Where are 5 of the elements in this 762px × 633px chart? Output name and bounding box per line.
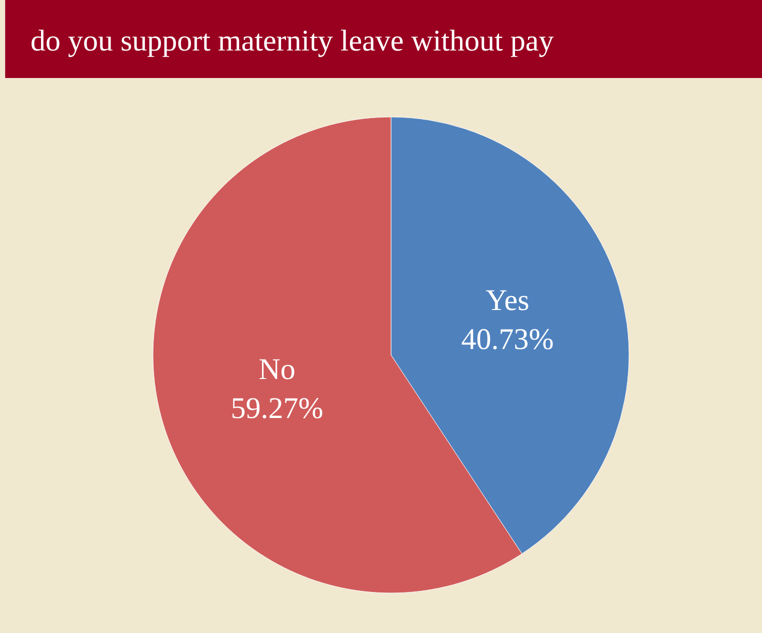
slice-label: Yes bbox=[486, 284, 530, 318]
slice-label: No bbox=[258, 353, 296, 386]
data-label: 40.73% bbox=[461, 323, 554, 356]
data-label: 59.27% bbox=[230, 392, 324, 426]
chart-title: do you support maternity leave without pay bbox=[30, 24, 554, 58]
